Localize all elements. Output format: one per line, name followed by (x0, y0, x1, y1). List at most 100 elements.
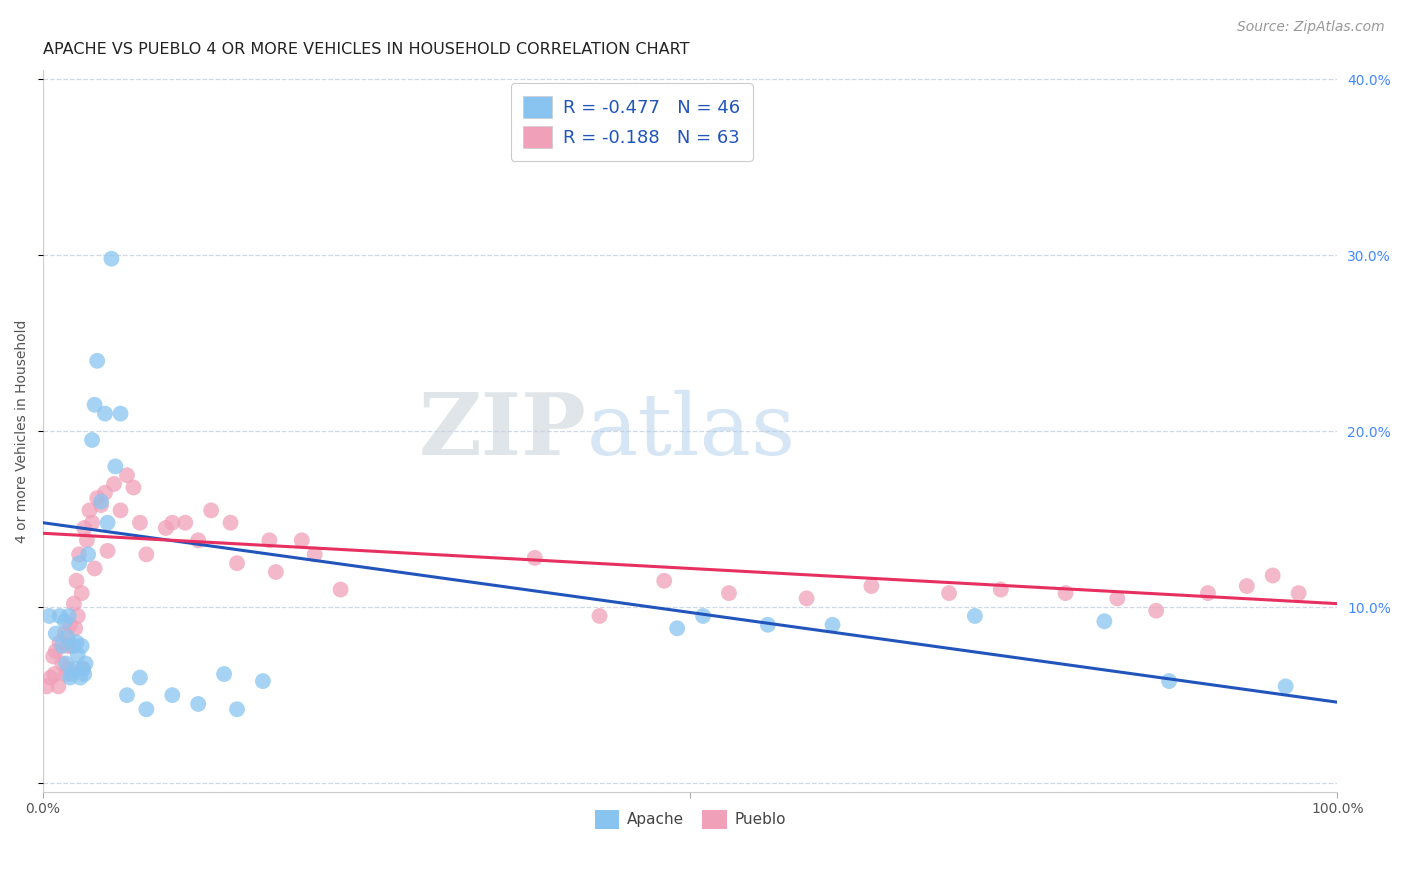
Point (652, 574, 675, 588)
Text: atlas: atlas (586, 390, 796, 473)
Text: ZIP: ZIP (419, 389, 586, 473)
Point (48, 635, 70, 649)
Point (100, 252, 122, 266)
Point (65, 574, 87, 588)
Point (80, 433, 103, 447)
Point (1261, 568, 1284, 582)
Point (135, 548, 157, 562)
Point (162, 516, 184, 530)
Point (94, 407, 117, 421)
Point (76, 533, 98, 548)
Legend: Apache, Pueblo: Apache, Pueblo (589, 804, 792, 835)
Point (1144, 604, 1167, 618)
Point (77, 548, 100, 562)
Point (63, 662, 86, 676)
Point (73, 667, 96, 681)
Point (103, 477, 125, 491)
Point (135, 702, 157, 716)
Point (1274, 679, 1296, 693)
Point (187, 697, 209, 711)
Point (53, 614, 76, 628)
Point (187, 533, 209, 548)
Point (115, 468, 138, 483)
Point (97, 516, 120, 530)
Point (42, 649, 65, 664)
Point (90, 494, 112, 508)
Point (72, 662, 94, 676)
Point (796, 591, 818, 606)
Point (1054, 586, 1077, 600)
Point (69, 671, 91, 685)
Point (66, 648, 89, 662)
Point (1159, 674, 1181, 689)
Point (83, 561, 105, 575)
Point (129, 516, 152, 530)
Point (65, 635, 87, 649)
Point (104, 459, 127, 474)
Point (60, 667, 83, 681)
Text: APACHE VS PUEBLO 4 OR MORE VEHICLES IN HOUSEHOLD CORRELATION CHART: APACHE VS PUEBLO 4 OR MORE VEHICLES IN H… (42, 42, 689, 57)
Point (329, 582, 352, 597)
Point (94, 485, 117, 500)
Point (58, 609, 80, 624)
Point (67, 548, 90, 562)
Point (56, 639, 79, 653)
Point (219, 516, 242, 530)
Point (67, 556, 90, 570)
Point (291, 533, 314, 548)
Point (110, 407, 132, 421)
Point (44, 667, 66, 681)
Point (75, 657, 97, 671)
Point (162, 688, 184, 702)
Point (1092, 614, 1115, 628)
Point (821, 617, 844, 632)
Point (70, 639, 93, 653)
Point (59, 671, 82, 685)
Point (79, 503, 101, 517)
Point (212, 667, 235, 681)
Point (122, 481, 145, 495)
Text: Source: ZipAtlas.com: Source: ZipAtlas.com (1237, 20, 1385, 34)
Point (756, 617, 779, 632)
Point (55, 657, 77, 671)
Point (666, 621, 689, 635)
Point (264, 565, 287, 579)
Point (48, 609, 70, 624)
Point (523, 550, 546, 565)
Point (58, 662, 80, 676)
Point (174, 516, 197, 530)
Point (38, 609, 60, 624)
Point (51, 639, 73, 653)
Point (252, 674, 274, 689)
Point (56, 630, 79, 644)
Point (45, 644, 67, 658)
Point (72, 662, 94, 676)
Point (90, 498, 112, 512)
Point (963, 609, 986, 624)
Point (59, 617, 82, 632)
Point (259, 533, 281, 548)
Point (226, 556, 249, 570)
Point (86, 353, 108, 368)
Point (226, 702, 249, 716)
Point (66, 609, 89, 624)
Point (717, 586, 740, 600)
Point (73, 521, 96, 535)
Point (97, 544, 120, 558)
Point (63, 621, 86, 635)
Point (70, 586, 93, 600)
Point (1288, 586, 1310, 600)
Point (60, 639, 83, 653)
Point (63, 639, 86, 653)
Point (110, 503, 132, 517)
Point (51, 657, 73, 671)
Point (48, 679, 70, 693)
Point (588, 609, 610, 624)
Point (129, 671, 152, 685)
Point (63, 597, 86, 611)
Point (692, 609, 714, 624)
Point (990, 582, 1012, 597)
Point (80, 516, 103, 530)
Point (45, 626, 67, 640)
Point (304, 548, 326, 562)
